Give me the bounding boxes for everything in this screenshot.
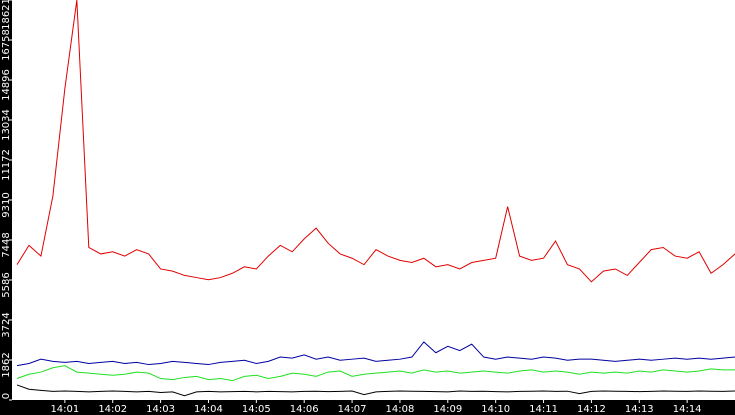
x-axis-strip (0, 400, 735, 415)
y-tick-label: 9310 (1, 192, 12, 217)
x-tick-label: 14:08 (386, 404, 415, 415)
x-tick-label: 14:02 (98, 404, 127, 415)
x-tick-label: 14:04 (194, 404, 223, 415)
y-tick-label: 5586 (1, 272, 12, 297)
y-tick-label: 13034 (1, 109, 12, 141)
y-tick-label: 18621 (1, 0, 12, 30)
x-tick-label: 14:14 (673, 404, 702, 415)
y-tick-label: 11172 (1, 149, 12, 181)
x-tick-label: 14:01 (50, 404, 79, 415)
x-tick-label: 14:07 (338, 404, 367, 415)
y-tick-label: 1862 (1, 352, 12, 377)
y-tick-label: 0 (1, 393, 12, 399)
x-tick-label: 14:11 (529, 404, 558, 415)
x-tick-label: 14:03 (146, 404, 175, 415)
series-line (16, 0, 735, 283)
x-tick-label: 14:13 (625, 404, 654, 415)
y-tick-label: 3724 (1, 312, 12, 337)
y-tick-label: 7448 (1, 232, 12, 257)
x-tick-label: 14:09 (433, 404, 462, 415)
series-line (16, 384, 735, 397)
y-tick-label: 16758 (1, 29, 12, 61)
x-tick-label: 14:10 (481, 404, 510, 415)
x-tick-label: 14:12 (577, 404, 606, 415)
x-tick-label: 14:06 (290, 404, 319, 415)
series-line (16, 365, 735, 382)
y-axis-strip (0, 0, 12, 415)
series-line (16, 341, 735, 367)
x-tick-label: 14:05 (242, 404, 271, 415)
y-tick-label: 14896 (1, 69, 12, 101)
